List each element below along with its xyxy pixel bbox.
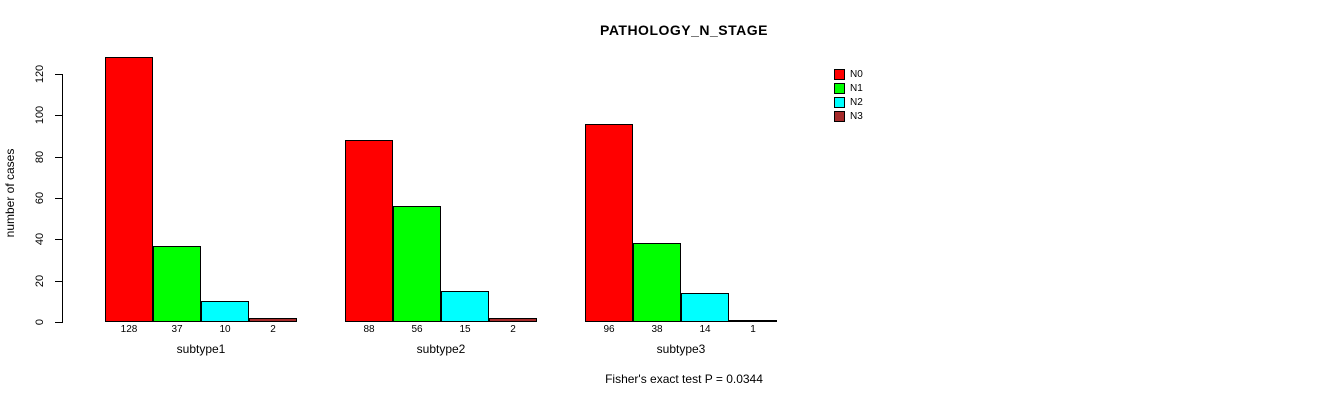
legend: N0 N1 N2 N3 xyxy=(834,67,863,123)
y-tick-label: 100 xyxy=(34,105,46,125)
bar-value-label: 96 xyxy=(603,324,615,335)
y-tick xyxy=(55,115,62,116)
legend-row-n1: N1 xyxy=(834,81,863,95)
n2-swatch xyxy=(834,96,845,108)
y-tick-label: 40 xyxy=(34,232,46,246)
y-tick xyxy=(55,157,62,158)
bar-n1-subtype2 xyxy=(393,206,441,322)
bar-n2-subtype1 xyxy=(201,301,249,322)
bar-value-label: 2 xyxy=(270,324,276,335)
bar-value-label: 128 xyxy=(120,324,138,335)
legend-label: N1 xyxy=(850,82,863,94)
legend-label: N0 xyxy=(850,68,863,80)
fisher-test-annotation: Fisher's exact test P = 0.0344 xyxy=(605,372,763,386)
y-tick-label: 0 xyxy=(34,318,46,326)
bar-value-label: 2 xyxy=(510,324,516,335)
legend-row-n3: N3 xyxy=(834,109,863,123)
bar-value-label: 38 xyxy=(651,324,663,335)
bar-n1-subtype3 xyxy=(633,243,681,322)
n3-swatch xyxy=(834,110,845,122)
y-tick xyxy=(55,281,62,282)
category-label-subtype3: subtype3 xyxy=(656,342,706,356)
bar-n2-subtype2 xyxy=(441,291,489,322)
y-axis-line xyxy=(62,74,63,323)
bar-value-label: 37 xyxy=(171,324,183,335)
bar-n3-subtype1 xyxy=(249,318,297,322)
legend-label: N3 xyxy=(850,110,863,122)
y-tick-label: 20 xyxy=(34,274,46,288)
category-label-subtype2: subtype2 xyxy=(416,342,466,356)
bar-n2-subtype3 xyxy=(681,293,729,322)
y-tick xyxy=(55,322,62,323)
category-label-subtype1: subtype1 xyxy=(176,342,226,356)
legend-row-n0: N0 xyxy=(834,67,863,81)
bar-n0-subtype1 xyxy=(105,57,153,322)
legend-label: N2 xyxy=(850,96,863,108)
bar-value-label: 10 xyxy=(219,324,231,335)
bar-value-label: 56 xyxy=(411,324,423,335)
bar-n3-subtype3 xyxy=(729,320,777,322)
bar-value-label: 14 xyxy=(699,324,711,335)
n0-swatch xyxy=(834,68,845,80)
bar-value-label: 1 xyxy=(750,324,756,335)
y-axis-label: number of cases xyxy=(3,148,17,238)
y-tick-label: 120 xyxy=(34,64,46,84)
n1-swatch xyxy=(834,82,845,94)
y-tick-label: 60 xyxy=(34,191,46,205)
bar-n3-subtype2 xyxy=(489,318,537,322)
chart-title: PATHOLOGY_N_STAGE xyxy=(600,22,768,38)
y-tick-label: 80 xyxy=(34,150,46,164)
bar-n0-subtype3 xyxy=(585,124,633,322)
bar-value-label: 88 xyxy=(363,324,375,335)
bar-n0-subtype2 xyxy=(345,140,393,322)
bar-n1-subtype1 xyxy=(153,246,201,322)
y-tick xyxy=(55,239,62,240)
bar-value-label: 15 xyxy=(459,324,471,335)
y-tick xyxy=(55,198,62,199)
legend-row-n2: N2 xyxy=(834,95,863,109)
y-tick xyxy=(55,74,62,75)
